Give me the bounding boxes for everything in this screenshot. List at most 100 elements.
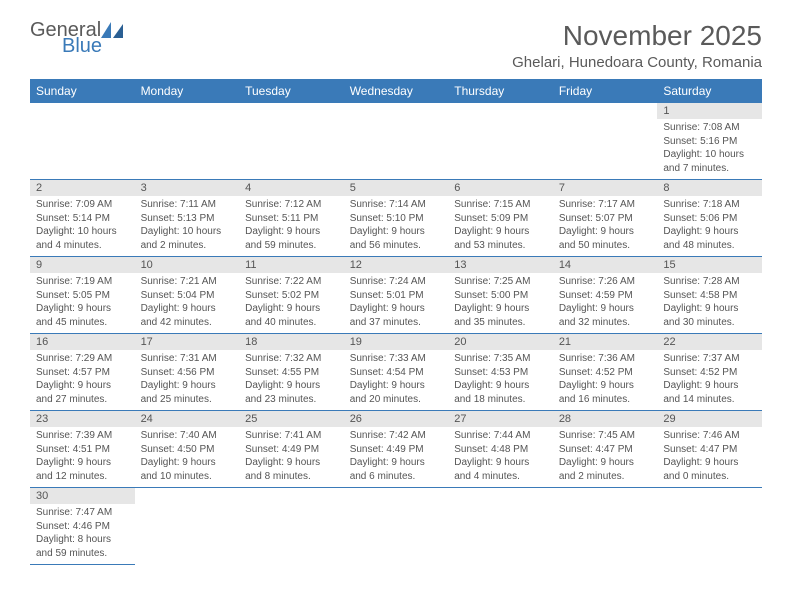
day-number: 18 [239, 334, 344, 350]
day-header: Thursday [448, 79, 553, 103]
daylight-line-1: Daylight: 9 hours [36, 302, 129, 316]
calendar-cell [553, 103, 658, 180]
sunrise-line: Sunrise: 7:28 AM [663, 275, 756, 289]
sunset-line: Sunset: 5:07 PM [559, 212, 652, 226]
sunrise-line: Sunrise: 7:25 AM [454, 275, 547, 289]
day-content: Sunrise: 7:12 AMSunset: 5:11 PMDaylight:… [239, 196, 344, 256]
day-content: Sunrise: 7:33 AMSunset: 4:54 PMDaylight:… [344, 350, 449, 410]
calendar-cell: 25Sunrise: 7:41 AMSunset: 4:49 PMDayligh… [239, 411, 344, 488]
daylight-line-2: and 4 minutes. [454, 470, 547, 484]
calendar-week: 1Sunrise: 7:08 AMSunset: 5:16 PMDaylight… [30, 103, 762, 180]
sunrise-line: Sunrise: 7:18 AM [663, 198, 756, 212]
sunset-line: Sunset: 4:49 PM [245, 443, 338, 457]
daylight-line-1: Daylight: 9 hours [245, 379, 338, 393]
calendar-cell [448, 103, 553, 180]
daylight-line-2: and 2 minutes. [141, 239, 234, 253]
sunrise-line: Sunrise: 7:31 AM [141, 352, 234, 366]
day-number: 27 [448, 411, 553, 427]
daylight-line-1: Daylight: 9 hours [350, 225, 443, 239]
day-number: 24 [135, 411, 240, 427]
sunrise-line: Sunrise: 7:12 AM [245, 198, 338, 212]
calendar-cell: 5Sunrise: 7:14 AMSunset: 5:10 PMDaylight… [344, 180, 449, 257]
daylight-line-2: and 59 minutes. [36, 547, 129, 561]
day-number: 7 [553, 180, 658, 196]
calendar-cell: 6Sunrise: 7:15 AMSunset: 5:09 PMDaylight… [448, 180, 553, 257]
daylight-line-1: Daylight: 9 hours [36, 379, 129, 393]
sunrise-line: Sunrise: 7:45 AM [559, 429, 652, 443]
daylight-line-1: Daylight: 9 hours [454, 225, 547, 239]
sunset-line: Sunset: 4:47 PM [559, 443, 652, 457]
calendar-header-row: SundayMondayTuesdayWednesdayThursdayFrid… [30, 79, 762, 103]
day-content: Sunrise: 7:39 AMSunset: 4:51 PMDaylight:… [30, 427, 135, 487]
calendar-cell [135, 103, 240, 180]
calendar-cell: 21Sunrise: 7:36 AMSunset: 4:52 PMDayligh… [553, 334, 658, 411]
sunset-line: Sunset: 5:11 PM [245, 212, 338, 226]
day-number-empty [448, 103, 553, 119]
day-number-empty [553, 488, 658, 504]
day-number: 20 [448, 334, 553, 350]
calendar-cell: 17Sunrise: 7:31 AMSunset: 4:56 PMDayligh… [135, 334, 240, 411]
daylight-line-2: and 30 minutes. [663, 316, 756, 330]
month-title: November 2025 [512, 20, 762, 52]
daylight-line-2: and 10 minutes. [141, 470, 234, 484]
sunrise-line: Sunrise: 7:41 AM [245, 429, 338, 443]
sunset-line: Sunset: 5:10 PM [350, 212, 443, 226]
day-number: 26 [344, 411, 449, 427]
calendar-cell: 24Sunrise: 7:40 AMSunset: 4:50 PMDayligh… [135, 411, 240, 488]
day-content: Sunrise: 7:11 AMSunset: 5:13 PMDaylight:… [135, 196, 240, 256]
sunset-line: Sunset: 5:13 PM [141, 212, 234, 226]
calendar-cell: 30Sunrise: 7:47 AMSunset: 4:46 PMDayligh… [30, 488, 135, 565]
sunrise-line: Sunrise: 7:42 AM [350, 429, 443, 443]
calendar-cell: 14Sunrise: 7:26 AMSunset: 4:59 PMDayligh… [553, 257, 658, 334]
daylight-line-1: Daylight: 9 hours [559, 379, 652, 393]
calendar-cell: 10Sunrise: 7:21 AMSunset: 5:04 PMDayligh… [135, 257, 240, 334]
sunset-line: Sunset: 5:05 PM [36, 289, 129, 303]
sunset-line: Sunset: 4:50 PM [141, 443, 234, 457]
calendar-cell: 16Sunrise: 7:29 AMSunset: 4:57 PMDayligh… [30, 334, 135, 411]
sunrise-line: Sunrise: 7:15 AM [454, 198, 547, 212]
sunrise-line: Sunrise: 7:26 AM [559, 275, 652, 289]
sunrise-line: Sunrise: 7:44 AM [454, 429, 547, 443]
day-content: Sunrise: 7:32 AMSunset: 4:55 PMDaylight:… [239, 350, 344, 410]
day-content: Sunrise: 7:42 AMSunset: 4:49 PMDaylight:… [344, 427, 449, 487]
sunrise-line: Sunrise: 7:40 AM [141, 429, 234, 443]
sunset-line: Sunset: 4:52 PM [559, 366, 652, 380]
day-header: Friday [553, 79, 658, 103]
sunrise-line: Sunrise: 7:35 AM [454, 352, 547, 366]
day-content: Sunrise: 7:25 AMSunset: 5:00 PMDaylight:… [448, 273, 553, 333]
day-number: 9 [30, 257, 135, 273]
day-header: Tuesday [239, 79, 344, 103]
calendar-cell: 23Sunrise: 7:39 AMSunset: 4:51 PMDayligh… [30, 411, 135, 488]
calendar-cell: 3Sunrise: 7:11 AMSunset: 5:13 PMDaylight… [135, 180, 240, 257]
daylight-line-1: Daylight: 9 hours [141, 302, 234, 316]
sunrise-line: Sunrise: 7:19 AM [36, 275, 129, 289]
header: General Blue November 2025 Ghelari, Hune… [30, 20, 762, 71]
day-number-empty [344, 103, 449, 119]
daylight-line-2: and 20 minutes. [350, 393, 443, 407]
daylight-line-2: and 18 minutes. [454, 393, 547, 407]
daylight-line-1: Daylight: 9 hours [663, 379, 756, 393]
logo: General Blue [30, 20, 123, 56]
day-content: Sunrise: 7:08 AMSunset: 5:16 PMDaylight:… [657, 119, 762, 179]
calendar-cell: 11Sunrise: 7:22 AMSunset: 5:02 PMDayligh… [239, 257, 344, 334]
daylight-line-1: Daylight: 9 hours [36, 456, 129, 470]
sunset-line: Sunset: 4:48 PM [454, 443, 547, 457]
daylight-line-2: and 45 minutes. [36, 316, 129, 330]
sunset-line: Sunset: 4:54 PM [350, 366, 443, 380]
calendar-cell: 8Sunrise: 7:18 AMSunset: 5:06 PMDaylight… [657, 180, 762, 257]
calendar-cell: 15Sunrise: 7:28 AMSunset: 4:58 PMDayligh… [657, 257, 762, 334]
daylight-line-1: Daylight: 9 hours [350, 302, 443, 316]
calendar-cell: 7Sunrise: 7:17 AMSunset: 5:07 PMDaylight… [553, 180, 658, 257]
sunset-line: Sunset: 4:53 PM [454, 366, 547, 380]
day-number: 28 [553, 411, 658, 427]
daylight-line-2: and 6 minutes. [350, 470, 443, 484]
sunset-line: Sunset: 5:02 PM [245, 289, 338, 303]
day-number: 3 [135, 180, 240, 196]
daylight-line-1: Daylight: 9 hours [245, 456, 338, 470]
day-content: Sunrise: 7:14 AMSunset: 5:10 PMDaylight:… [344, 196, 449, 256]
day-number-empty [135, 488, 240, 504]
calendar-week: 30Sunrise: 7:47 AMSunset: 4:46 PMDayligh… [30, 488, 762, 565]
calendar-week: 16Sunrise: 7:29 AMSunset: 4:57 PMDayligh… [30, 334, 762, 411]
day-content: Sunrise: 7:37 AMSunset: 4:52 PMDaylight:… [657, 350, 762, 410]
calendar-table: SundayMondayTuesdayWednesdayThursdayFrid… [30, 79, 762, 565]
